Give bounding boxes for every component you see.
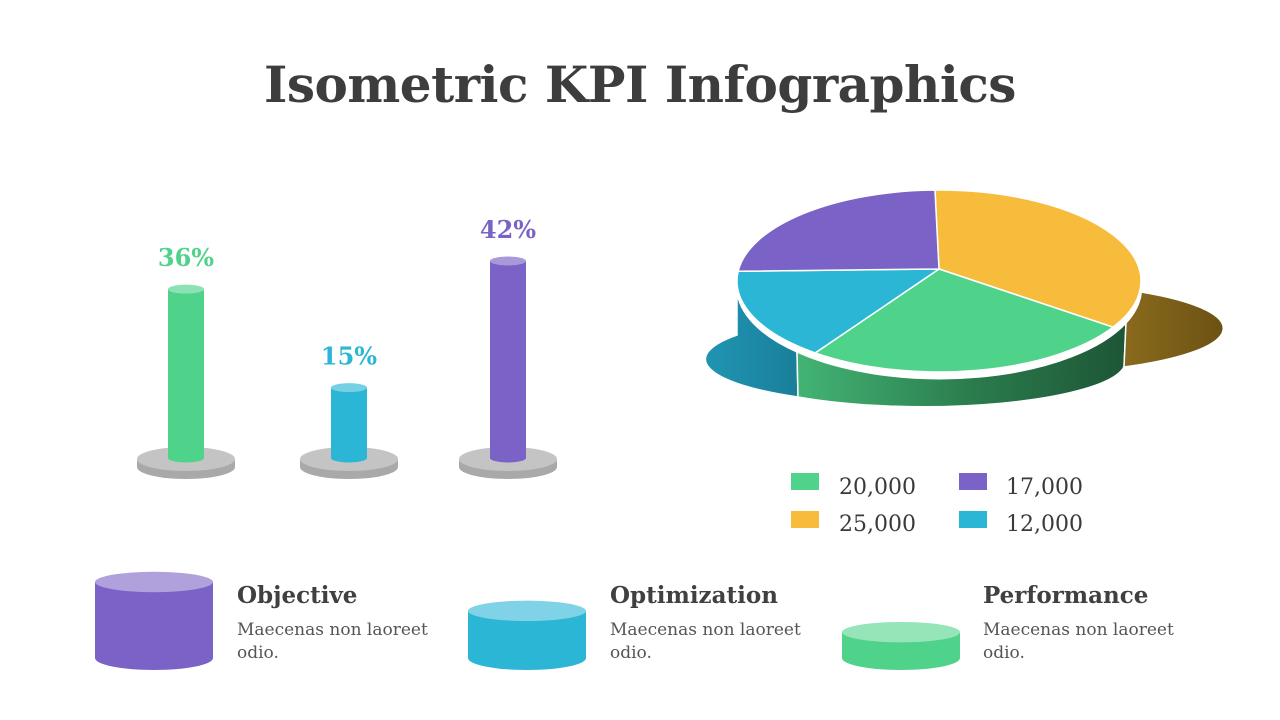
bar-column-bottom	[168, 453, 204, 463]
pie-side-green	[796, 321, 1127, 408]
card-cylinder-1	[468, 600, 586, 670]
card-cylinder-0	[95, 571, 213, 670]
card-cylinders	[95, 571, 960, 670]
pie-legend: 20,000 17,000 25,000 12,000	[791, 473, 1083, 537]
bar-1: 15%	[300, 342, 398, 479]
cylinder-bar-chart: 36% 15% 42%	[137, 215, 557, 479]
card-description: Maecenas non laoreet odio.	[237, 620, 428, 663]
bar-value-label: 36%	[158, 243, 214, 272]
card-title: Optimization	[610, 582, 778, 609]
card-description: Maecenas non laoreet odio.	[610, 620, 801, 663]
bar-2: 42%	[459, 215, 557, 479]
pie-slice-3	[737, 189, 940, 273]
card-description: Maecenas non laoreet odio.	[983, 620, 1174, 663]
bar-column-top	[331, 383, 367, 393]
pie-slice-2	[736, 268, 942, 354]
card-title: Objective	[237, 582, 358, 609]
legend-label-1: 17,000	[1006, 475, 1083, 500]
pie-side-yellow	[1123, 291, 1225, 368]
pie-side-blue	[704, 289, 799, 398]
legend-label-3: 12,000	[1006, 512, 1083, 537]
pie-slice-1	[813, 268, 1115, 373]
bar-column	[168, 289, 204, 458]
page-title: Isometric KPI Infographics	[264, 55, 1016, 114]
legend-label-2: 25,000	[839, 512, 916, 537]
bar-column	[490, 261, 526, 458]
bar-value-label: 42%	[480, 215, 536, 244]
bar-column-top	[490, 256, 526, 266]
legend-swatch-purple	[959, 473, 987, 490]
bar-column-bottom	[490, 453, 526, 463]
bar-value-label: 15%	[321, 342, 377, 371]
legend-swatch-green	[791, 473, 819, 490]
legend-swatch-blue	[959, 511, 987, 528]
card-title: Performance	[983, 582, 1149, 609]
legend-label-0: 20,000	[839, 475, 916, 500]
bar-column	[331, 387, 367, 458]
pie-slice-0	[934, 189, 1142, 328]
bar-0: 36%	[137, 243, 235, 479]
bar-column-bottom	[331, 453, 367, 463]
card-cylinder-2	[842, 621, 960, 670]
legend-swatch-yellow	[791, 511, 819, 528]
isometric-pie-chart	[704, 189, 1225, 408]
bar-column-top	[168, 284, 204, 294]
